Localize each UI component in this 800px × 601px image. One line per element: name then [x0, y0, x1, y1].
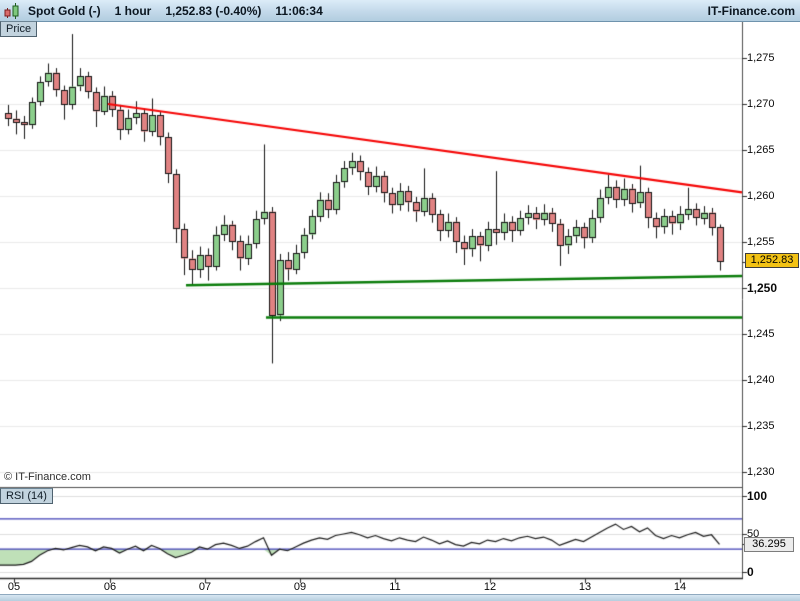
time-axis-label: 12	[483, 581, 497, 593]
brand-label: IT-Finance.com	[707, 3, 795, 18]
last-price-value: 1,252.83	[750, 254, 794, 266]
price-axis-label: 1,240	[747, 374, 775, 386]
time-axis-label: 11	[389, 581, 401, 593]
title-bar: Spot Gold (-) 1 hour 1,252.83 (-0.40%) 1…	[0, 0, 800, 22]
price-axis-label-round: 1,250	[747, 281, 778, 295]
price-axis-label: 1,260	[747, 190, 775, 202]
time-axis-label: 05	[7, 581, 21, 593]
time-axis-label: 09	[293, 581, 307, 593]
time-axis-label: 06	[103, 581, 117, 593]
window-bottom-edge	[0, 594, 800, 601]
tab-price[interactable]: Price	[0, 21, 38, 37]
watermark: © IT-Finance.com	[4, 471, 91, 483]
price-axis-label: 1,265	[747, 144, 775, 156]
rsi-axis-label-0: 0	[747, 565, 754, 579]
rsi-axis-label-100: 100	[747, 489, 768, 503]
price-axis-label: 1,245	[747, 328, 775, 340]
price-axis-label: 1,270	[747, 98, 775, 110]
rsi-value-badge: 36.295	[744, 537, 794, 552]
time-axis-label: 07	[198, 581, 212, 593]
clock-time: 11:06:34	[275, 3, 323, 18]
tab-price-label: Price	[6, 23, 32, 35]
candlestick-icon	[4, 2, 21, 19]
time-axis-label: 13	[578, 581, 592, 593]
last-price-badge: 1,252.83	[745, 253, 799, 268]
tab-rsi[interactable]: RSI (14)	[0, 488, 53, 504]
timeframe-label: 1 hour	[114, 3, 152, 18]
rsi-value: 36.295	[752, 538, 786, 550]
price-axis-label: 1,275	[747, 52, 775, 64]
symbol-name: Spot Gold (-)	[28, 3, 101, 18]
tab-rsi-label: RSI (14)	[6, 490, 47, 502]
quote-change: 1,252.83 (-0.40%)	[165, 3, 262, 18]
time-axis-label: 14	[673, 581, 687, 593]
price-axis-label: 1,230	[747, 466, 775, 478]
price-axis-label: 1,235	[747, 420, 775, 432]
price-axis-label: 1,255	[747, 236, 775, 248]
